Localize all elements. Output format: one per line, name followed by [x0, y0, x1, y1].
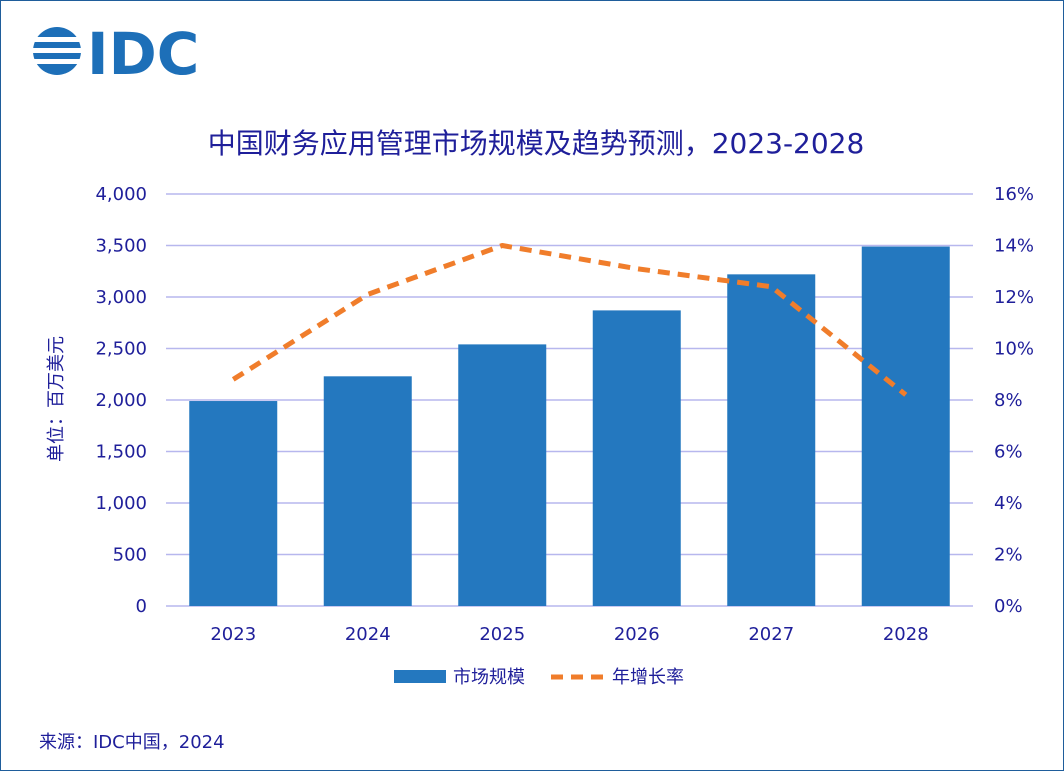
right-tick-label: 14%	[994, 236, 1034, 257]
right-tick-label: 6%	[994, 442, 1023, 463]
bar-series	[189, 246, 950, 606]
chart-title: 中国财务应用管理市场规模及趋势预测，2023-2028	[208, 127, 865, 160]
bar	[592, 310, 681, 606]
legend-line-label: 年增长率	[612, 667, 684, 688]
left-tick-label: 0	[136, 596, 147, 617]
right-tick-label: 4%	[994, 493, 1023, 514]
left-tick-label: 3,500	[95, 236, 147, 257]
bar	[861, 246, 950, 606]
legend-bar-swatch	[394, 670, 446, 683]
legend-bar-label: 市场规模	[453, 667, 525, 688]
logo-globe-icon	[31, 27, 83, 75]
x-tick-label: 2028	[883, 624, 929, 645]
right-axis-ticks: 0% 2% 4% 6% 8% 10% 12% 14% 16%	[994, 184, 1034, 617]
x-tick-label: 2024	[345, 624, 391, 645]
x-tick-label: 2025	[479, 624, 525, 645]
gridlines	[166, 193, 973, 607]
x-tick-label: 2023	[210, 624, 256, 645]
left-tick-label: 2,000	[95, 390, 147, 411]
left-axis-ticks: 0 500 1,000 1,500 2,000 2,500 3,000 3,500 4,000	[95, 184, 147, 617]
source-note: 来源：IDC中国，2024	[39, 732, 225, 753]
left-tick-label: 4,000	[95, 184, 147, 205]
right-tick-label: 12%	[994, 287, 1034, 308]
line-series	[231, 243, 908, 397]
left-tick-label: 1,000	[95, 493, 147, 514]
logo-text: IDC	[87, 20, 199, 88]
left-tick-label: 3,000	[95, 287, 147, 308]
right-tick-label: 10%	[994, 339, 1034, 360]
left-tick-label: 500	[113, 545, 147, 566]
x-tick-label: 2027	[748, 624, 794, 645]
bar	[458, 344, 547, 606]
bar	[323, 376, 412, 606]
left-tick-label: 2,500	[95, 339, 147, 360]
right-tick-label: 0%	[994, 596, 1023, 617]
right-tick-label: 2%	[994, 545, 1023, 566]
y-axis-label: 单位：百万美元	[46, 336, 67, 462]
legend: 市场规模 年增长率	[394, 667, 684, 688]
right-tick-label: 8%	[994, 390, 1023, 411]
idc-logo: IDC	[31, 20, 199, 88]
bar	[727, 274, 816, 606]
left-tick-label: 1,500	[95, 442, 147, 463]
bar	[189, 401, 278, 606]
right-tick-label: 16%	[994, 184, 1034, 205]
growth-line	[231, 243, 908, 397]
x-axis-ticks: 2023 2024 2025 2026 2027 2028	[210, 624, 928, 645]
x-tick-label: 2026	[614, 624, 660, 645]
